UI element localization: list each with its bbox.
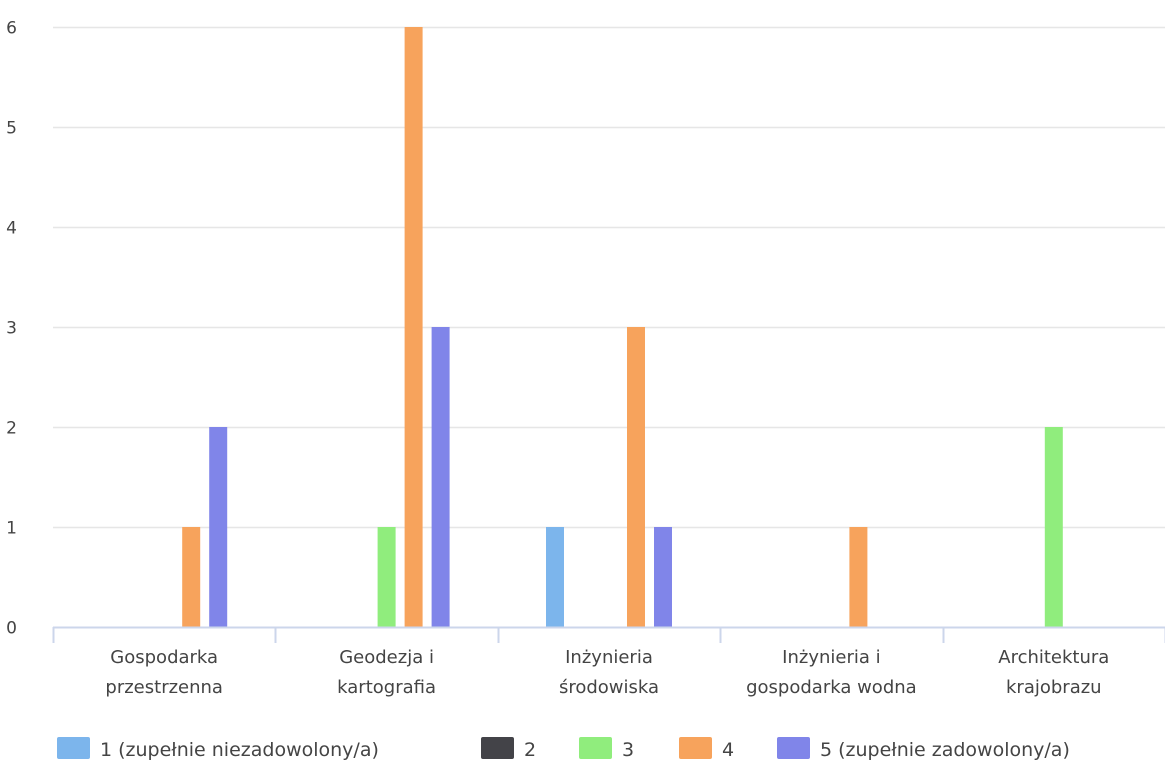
y-tick-label: 0: [6, 619, 17, 639]
y-tick-label: 6: [6, 19, 17, 39]
legend-label: 2: [524, 739, 536, 761]
bar-5-3[interactable]: [654, 527, 672, 627]
bar-4-3[interactable]: [627, 327, 645, 627]
x-axis: Gospodarka przestrzenna Geodezja i kartogra…: [53, 627, 1165, 698]
legend-label: 1 (zupełnie niezadowolony/a): [100, 739, 379, 761]
legend-label: 3: [622, 739, 634, 761]
bar-4-4[interactable]: [849, 527, 867, 627]
legend-swatch: [777, 737, 810, 759]
legend-item-1[interactable]: 1 (zupełnie niezadowolony/a): [57, 737, 379, 761]
x-category-label: Architektura: [998, 647, 1109, 668]
legend-swatch: [57, 737, 90, 759]
y-axis: 0 1 2 3 4 5 6: [6, 19, 17, 639]
bar-5-1[interactable]: [209, 427, 227, 627]
y-tick-label: 5: [6, 119, 17, 139]
legend-label: 4: [722, 739, 734, 761]
x-category-label: Inżynieria: [565, 647, 653, 668]
x-category-label: Gospodarka: [110, 647, 218, 668]
legend-item-5[interactable]: 5 (zupełnie zadowolony/a): [777, 737, 1070, 761]
legend: 1 (zupełnie niezadowolony/a) 2 3 4 5 (zupełn…: [57, 737, 1070, 761]
y-tick-label: 3: [6, 319, 17, 339]
x-category-label: krajobrazu: [1006, 677, 1102, 698]
y-tick-label: 4: [6, 219, 17, 239]
x-category-label: Inżynieria i: [782, 647, 880, 668]
bar-3-2[interactable]: [378, 527, 396, 627]
x-category-label: środowiska: [559, 677, 659, 698]
x-category-label: kartografia: [337, 677, 436, 698]
legend-item-4[interactable]: 4: [679, 737, 734, 761]
legend-swatch: [679, 737, 712, 759]
legend-swatch: [481, 737, 514, 759]
x-category-label: Geodezja i: [339, 647, 434, 668]
legend-swatch: [579, 737, 612, 759]
bar-3-5[interactable]: [1045, 427, 1063, 627]
legend-item-2[interactable]: 2: [481, 737, 536, 761]
bar-4-1[interactable]: [182, 527, 200, 627]
legend-label: 5 (zupełnie zadowolony/a): [820, 739, 1070, 761]
y-tick-label: 1: [6, 519, 17, 539]
bar-1-3[interactable]: [546, 527, 564, 627]
bar-5-2[interactable]: [432, 327, 450, 627]
bar-4-2[interactable]: [405, 27, 423, 627]
x-category-label: gospodarka wodna: [746, 677, 917, 698]
y-tick-label: 2: [6, 419, 17, 439]
x-category-label: przestrzenna: [105, 677, 223, 698]
legend-item-3[interactable]: 3: [579, 737, 634, 761]
